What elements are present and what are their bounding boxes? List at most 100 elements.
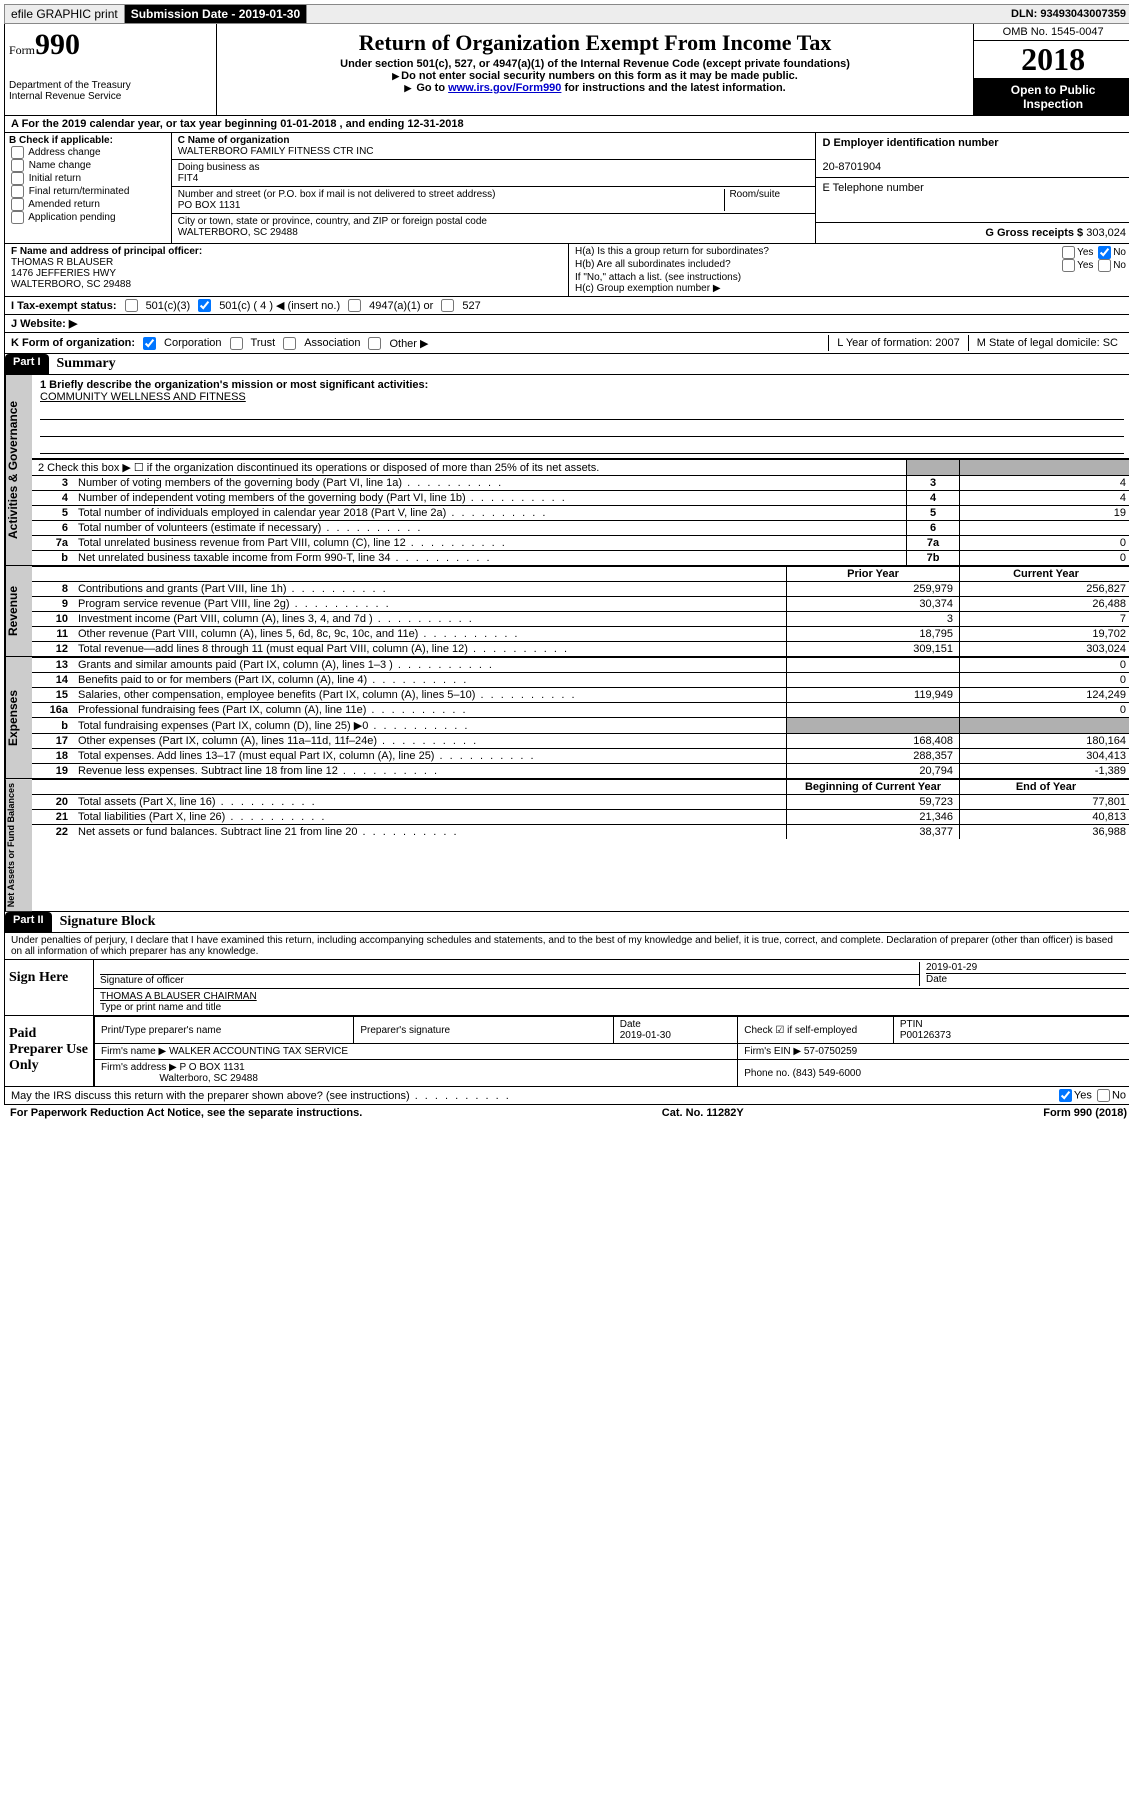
header-right: OMB No. 1545-0047 2018 Open to Public In… <box>973 24 1129 115</box>
paid-preparer-label: Paid Preparer Use Only <box>5 1016 93 1086</box>
current-value: -1,389 <box>960 764 1129 779</box>
vtab-revenue: Revenue <box>5 566 32 656</box>
officer-name-line: THOMAS A BLAUSER CHAIRMAN Type or print … <box>94 989 1129 1015</box>
part1-header: Part I <box>5 354 49 374</box>
k-label: K Form of organization: <box>11 337 135 349</box>
ptin-label: PTIN <box>900 1019 923 1030</box>
ein-label: D Employer identification number <box>822 137 998 149</box>
form-header: Form990 Department of the Treasury Inter… <box>4 24 1129 116</box>
association-label: Association <box>304 337 360 349</box>
current-value: 304,413 <box>960 749 1129 764</box>
current-value: 124,249 <box>960 688 1129 703</box>
vtab-governance: Activities & Governance <box>5 375 32 565</box>
prior-value: 59,723 <box>787 795 960 810</box>
check-final-return[interactable]: Final return/terminated <box>9 185 167 198</box>
part1-bar: Part I Summary <box>4 354 1129 375</box>
line-idx: 11 <box>32 627 72 642</box>
line-text: Professional fundraising fees (Part IX, … <box>72 703 787 718</box>
current-year-header: Current Year <box>960 567 1129 582</box>
corporation-label: Corporation <box>164 337 221 349</box>
hb-yes-checkbox[interactable] <box>1062 259 1075 272</box>
form-title: Return of Organization Exempt From Incom… <box>221 30 969 56</box>
efile-label[interactable]: efile GRAPHIC print <box>5 5 125 23</box>
line-idx: 5 <box>32 506 72 521</box>
gross-receipts-cell: G Gross receipts $ 303,024 <box>816 223 1129 243</box>
discuss-no-checkbox[interactable] <box>1097 1089 1110 1102</box>
phone-value: (843) 549-6000 <box>793 1068 861 1079</box>
ha-no-checkbox[interactable] <box>1098 246 1111 259</box>
ha-yes-checkbox[interactable] <box>1062 246 1075 259</box>
org-name: WALTERBORO FAMILY FITNESS CTR INC <box>178 146 374 157</box>
line-value: 4 <box>960 491 1129 506</box>
line-text: Salaries, other compensation, employee b… <box>72 688 787 703</box>
line-idx: 12 <box>32 642 72 657</box>
check-527[interactable] <box>441 299 454 312</box>
line-text: Revenue less expenses. Subtract line 18 … <box>72 764 787 779</box>
box-d-e-g: D Employer identification number 20-8701… <box>815 133 1129 243</box>
line-idx: 8 <box>32 582 72 597</box>
check-4947[interactable] <box>348 299 361 312</box>
check-trust[interactable] <box>230 337 243 350</box>
netassets-table: Beginning of Current YearEnd of Year 20 … <box>32 779 1129 839</box>
check-app-pending[interactable]: Application pending <box>9 211 167 224</box>
check-address-change[interactable]: Address change <box>9 146 167 159</box>
header-middle: Return of Organization Exempt From Incom… <box>217 24 973 115</box>
sign-here-row: Sign Here Signature of officer 2019-01-2… <box>5 959 1129 1015</box>
governance-table: 2 Check this box ▶ ☐ if the organization… <box>32 459 1129 565</box>
prior-value: 18,795 <box>787 627 960 642</box>
check-501c[interactable] <box>198 299 211 312</box>
final-return-label: Final return/terminated <box>29 186 130 197</box>
prior-value: 309,151 <box>787 642 960 657</box>
box-b: B Check if applicable: Address change Na… <box>5 133 172 243</box>
check-amended[interactable]: Amended return <box>9 198 167 211</box>
check-association[interactable] <box>283 337 296 350</box>
open-line2: Inspection <box>1023 97 1083 111</box>
hb-no-checkbox[interactable] <box>1098 259 1111 272</box>
line-value <box>960 521 1129 536</box>
discuss-no: No <box>1112 1090 1126 1102</box>
dln-label: DLN: <box>1011 8 1040 20</box>
room-suite: Room/suite <box>724 189 809 211</box>
ein-value: 20-8701904 <box>822 161 881 173</box>
501c3-label: 501(c)(3) <box>146 300 191 312</box>
city-label: City or town, state or province, country… <box>178 216 487 227</box>
current-value: 256,827 <box>960 582 1129 597</box>
mission-line <box>40 422 1124 437</box>
line-text: Total number of individuals employed in … <box>72 506 907 521</box>
line-text: Grants and similar amounts paid (Part IX… <box>72 658 787 673</box>
current-value: 0 <box>960 703 1129 718</box>
discuss-yes-checkbox[interactable] <box>1059 1089 1072 1102</box>
dba-value: FIT4 <box>178 173 199 184</box>
open-line1: Open to Public <box>1011 83 1096 97</box>
paid-preparer-row: Paid Preparer Use Only Print/Type prepar… <box>5 1015 1129 1086</box>
submission-date-label: Submission Date - <box>131 7 239 21</box>
line-box: 7b <box>907 551 960 566</box>
form-label-small: Form <box>9 43 35 57</box>
form990-link[interactable]: www.irs.gov/Form990 <box>448 82 561 94</box>
line-idx: 22 <box>32 825 72 840</box>
current-value: 19,702 <box>960 627 1129 642</box>
part2-title: Signature Block <box>52 912 164 932</box>
firm-addr2: Walterboro, SC 29488 <box>159 1073 258 1084</box>
check-501c3[interactable] <box>125 299 138 312</box>
org-name-label: C Name of organization <box>178 135 290 146</box>
address-change-label: Address change <box>28 147 100 158</box>
self-employed-check[interactable]: Check ☑ if self-employed <box>738 1017 894 1044</box>
firm-name-label: Firm's name ▶ <box>101 1046 166 1057</box>
hc-label: H(c) Group exemption number ▶ <box>575 283 1126 294</box>
check-corporation[interactable] <box>143 337 156 350</box>
other-label: Other ▶ <box>389 337 428 350</box>
name-change-label: Name change <box>29 160 91 171</box>
check-other[interactable] <box>368 337 381 350</box>
check-name-change[interactable]: Name change <box>9 159 167 172</box>
page-footer: For Paperwork Reduction Act Notice, see … <box>4 1105 1129 1121</box>
line-idx: 6 <box>32 521 72 536</box>
mission-block: 1 Briefly describe the organization's mi… <box>32 375 1129 459</box>
check-initial-return[interactable]: Initial return <box>9 172 167 185</box>
current-value: 303,024 <box>960 642 1129 657</box>
current-value: 40,813 <box>960 810 1129 825</box>
submission-date-value: 2019-01-30 <box>239 7 300 21</box>
cell-grey <box>960 718 1129 734</box>
line-idx: 3 <box>32 476 72 491</box>
prior-value: 259,979 <box>787 582 960 597</box>
